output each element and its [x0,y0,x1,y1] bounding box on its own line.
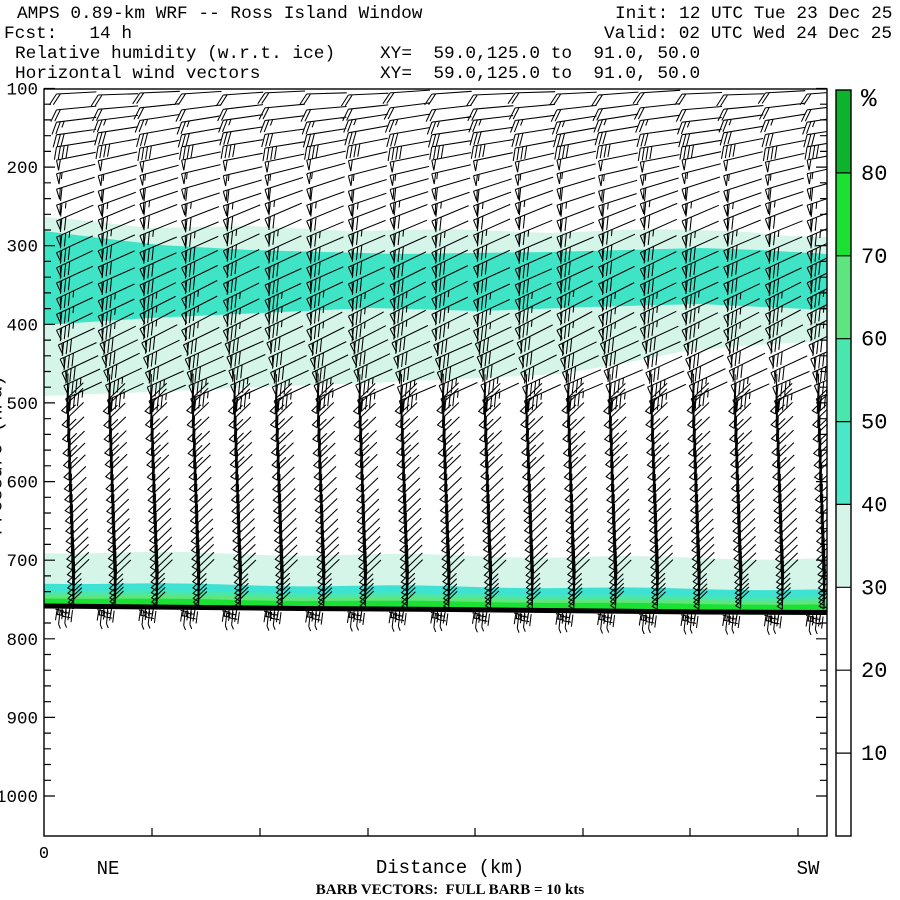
svg-text:Init: 12 UTC Tue 23 Dec 25: Init: 12 UTC Tue 23 Dec 25 [615,4,892,24]
svg-text:70: 70 [861,245,887,270]
svg-text:60: 60 [861,328,887,353]
svg-text:50: 50 [861,411,887,436]
svg-text:200: 200 [6,159,38,179]
svg-text:0: 0 [39,845,49,864]
svg-text:10: 10 [861,742,887,767]
svg-text:XY= 59.0,125.0 to 91.0, 50.0: XY= 59.0,125.0 to 91.0, 50.0 [380,44,700,64]
svg-text:Distance (km): Distance (km) [376,857,524,879]
svg-text:Fcst: 14 h: Fcst: 14 h [4,24,132,44]
svg-text:20: 20 [861,659,887,684]
svg-text:1000: 1000 [0,788,38,808]
svg-text:Valid: 02 UTC Wed 24 Dec 25: Valid: 02 UTC Wed 24 Dec 25 [604,24,892,44]
svg-text:%: % [861,84,877,114]
svg-text:40: 40 [861,493,887,518]
svg-text:500: 500 [6,395,38,415]
svg-text:300: 300 [6,238,38,258]
svg-text:900: 900 [6,709,38,729]
svg-text:NE: NE [97,858,120,880]
svg-text:AMPS 0.89-km WRF -- Ross Islan: AMPS 0.89-km WRF -- Ross Island Window [17,4,423,24]
svg-text:400: 400 [6,316,38,336]
svg-text:SW: SW [797,858,820,880]
svg-text:80: 80 [861,162,887,187]
svg-text:800: 800 [6,631,38,651]
svg-text:XY= 59.0,125.0 to 91.0, 50.0: XY= 59.0,125.0 to 91.0, 50.0 [380,64,700,84]
svg-text:Horizontal wind vectors: Horizontal wind vectors [15,64,260,84]
svg-text:100: 100 [6,81,38,101]
svg-text:BARB VECTORS: FULL BARB = 10: BARB VECTORS: FULL BARB = 10 kts [316,882,585,898]
svg-text:700: 700 [6,552,38,572]
svg-text:30: 30 [861,576,887,601]
svg-text:600: 600 [6,474,38,494]
svg-text:Relative humidity (w.r.t. ice): Relative humidity (w.r.t. ice) [15,44,335,64]
svg-text:Pressure (hPa): Pressure (hPa) [0,375,8,535]
